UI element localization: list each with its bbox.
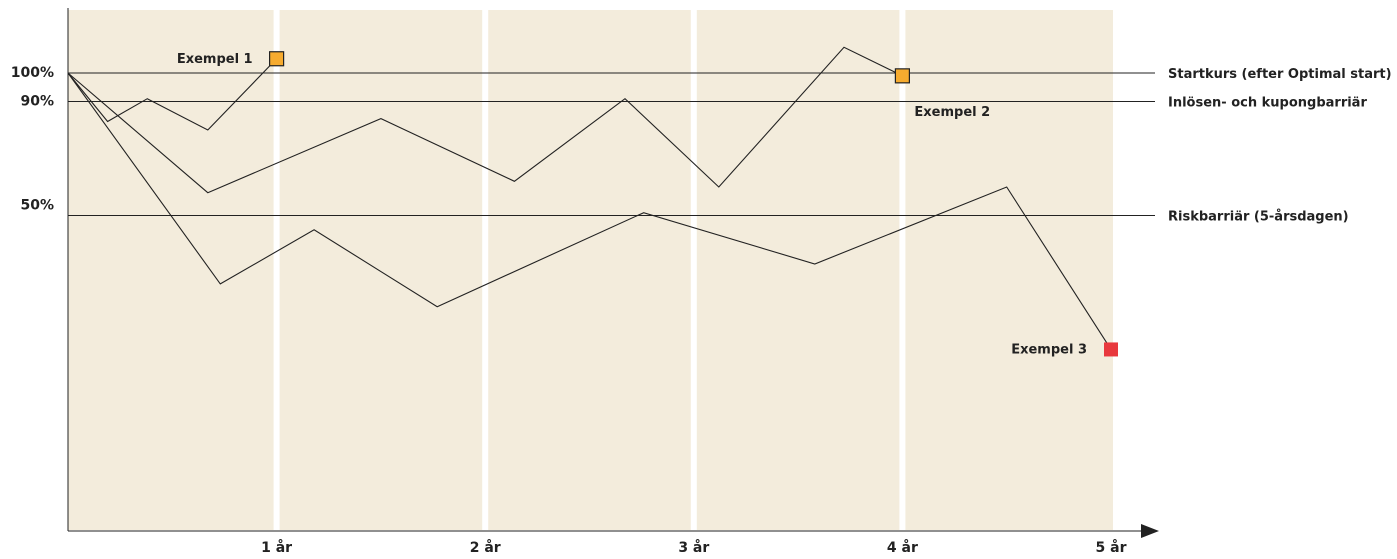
y-tick-label-1: 100% bbox=[11, 65, 54, 81]
grid bbox=[273, 10, 906, 530]
marker-exempel-1 bbox=[269, 51, 285, 67]
plot-background bbox=[68, 10, 1113, 530]
marker-label-3: Exempel 3 bbox=[1011, 342, 1087, 357]
markers: Exempel 1 Exempel 2 Exempel 3 bbox=[177, 51, 1118, 357]
grid-band-4 bbox=[899, 10, 906, 530]
x-tick-label-3: 3 år bbox=[678, 539, 709, 556]
x-tick-label-4: 4 år bbox=[887, 539, 918, 556]
series-group bbox=[67, 46, 1112, 350]
x-tick-label-2: 2 år bbox=[470, 539, 501, 556]
series-line-3 bbox=[67, 72, 1112, 350]
y-tick-label-3: 50% bbox=[20, 198, 54, 214]
x-tick-label-1: 1 år bbox=[261, 539, 292, 556]
y-tick-labels: 100% 90% 50% bbox=[11, 65, 54, 214]
reference-label-risk: Riskbarriär (5-årsdagen) bbox=[1168, 210, 1349, 225]
reference-label-inlosen: Inlösen- och kupongbarriär bbox=[1168, 96, 1367, 111]
x-tick-labels: 1 år 2 år 3 år 4 år 5 år bbox=[261, 539, 1126, 556]
grid-band-1 bbox=[273, 10, 280, 530]
y-tick-label-2: 90% bbox=[20, 94, 54, 110]
marker-exempel-3 bbox=[1104, 342, 1118, 357]
series-line-2 bbox=[67, 46, 903, 194]
x-axis-arrowhead bbox=[1141, 524, 1159, 538]
axes bbox=[67, 8, 1159, 538]
marker-label-1: Exempel 1 bbox=[177, 52, 253, 67]
series-line-1 bbox=[67, 58, 277, 131]
grid-band-2 bbox=[482, 10, 489, 530]
reference-label-startkurs: Startkurs (efter Optimal start) bbox=[1168, 67, 1392, 82]
marker-exempel-2 bbox=[894, 68, 911, 84]
reference-lines: Startkurs (efter Optimal start) Inlösen- … bbox=[68, 67, 1392, 225]
marker-label-2: Exempel 2 bbox=[914, 105, 990, 120]
x-tick-label-5: 5 år bbox=[1096, 539, 1127, 556]
grid-band-3 bbox=[690, 10, 697, 530]
